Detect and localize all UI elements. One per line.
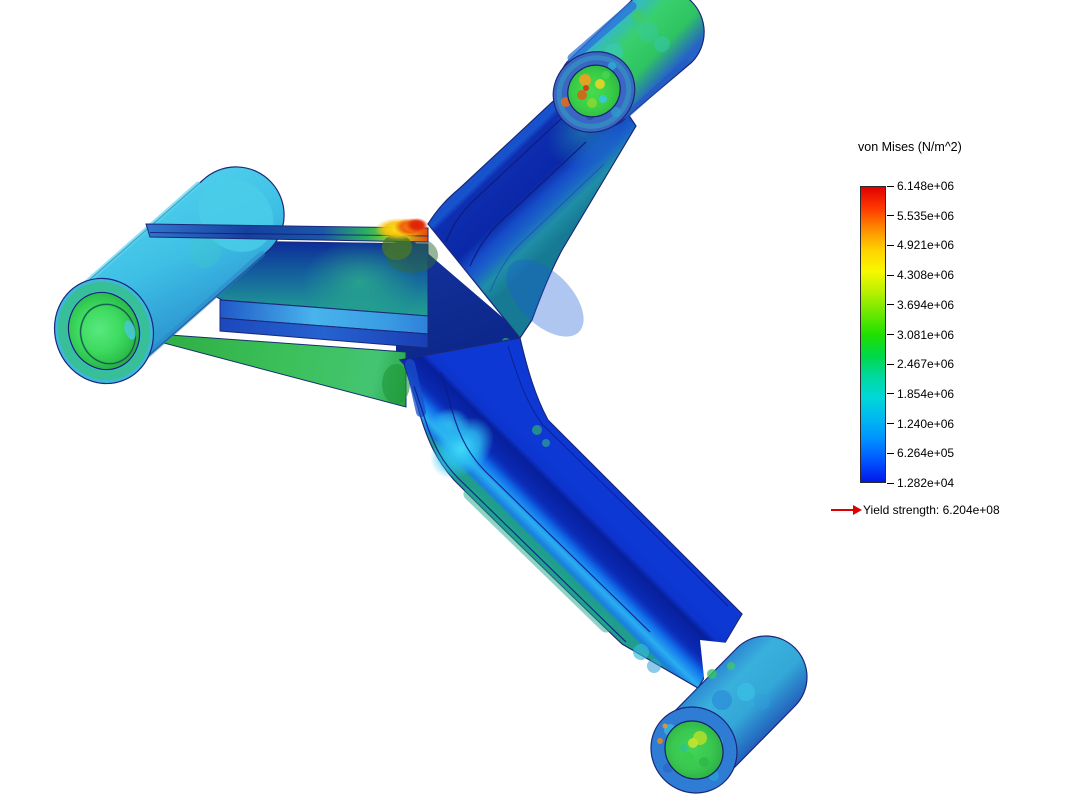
yield-strength-arrow-icon xyxy=(831,505,862,515)
legend-tick-mark xyxy=(887,244,894,246)
cyan-mottle xyxy=(654,36,670,52)
stress-legend: von Mises (N/m^2) 6.148e+06 5.535e+06 4.92… xyxy=(830,140,1086,540)
cyan-mottle xyxy=(754,694,770,710)
hole-yellow-speck xyxy=(595,79,605,89)
hole-orange-speck xyxy=(579,74,591,86)
hole-green-speck xyxy=(602,71,610,79)
bottom-edge-shade xyxy=(139,251,265,363)
hole-green-speck xyxy=(587,98,597,108)
upper-arm-groove-line xyxy=(489,163,605,293)
legend-title: von Mises (N/m^2) xyxy=(858,140,962,154)
bottom-boss[interactable] xyxy=(633,635,808,800)
ring-cyan-speck xyxy=(611,107,621,117)
hole-cyan-speck xyxy=(599,95,607,103)
hole-depth-edge xyxy=(80,303,136,365)
upper-arm-groove-line xyxy=(469,141,587,267)
legend-tick-mark xyxy=(887,274,894,276)
bend-cyan-highlight xyxy=(430,408,470,440)
left-arm-top-flange[interactable] xyxy=(145,223,429,243)
cyan-mottle xyxy=(633,644,649,660)
cyan-mottle xyxy=(647,659,661,673)
hole-red-speck xyxy=(583,85,589,91)
lower-arm-groove-line xyxy=(440,371,651,633)
hole-green-speck xyxy=(699,757,709,767)
legend-tick-mark xyxy=(887,482,894,484)
cyan-mottle xyxy=(737,683,755,701)
left-boss-face[interactable] xyxy=(40,264,168,397)
lower-arm-groove-line xyxy=(413,385,627,643)
outer-flange-teal-shade xyxy=(463,487,613,633)
legend-tick-mark xyxy=(887,334,894,335)
hole-orange-speck xyxy=(577,90,587,100)
legend-tick-label: 3.081e+06 xyxy=(897,327,955,342)
legend-tick-label: 1.240e+06 xyxy=(897,416,955,431)
ring-orange-speck xyxy=(662,723,668,729)
hole-cyan-speck xyxy=(680,744,688,752)
legend-tick-label: 5.535e+06 xyxy=(897,208,955,223)
legend-tick-mark xyxy=(887,452,894,454)
green-speck xyxy=(727,662,735,670)
teal-mottle xyxy=(189,236,221,268)
hotspot-red-zone xyxy=(406,218,428,232)
underside-dark-shade xyxy=(382,364,410,404)
legend-tick-label: 2.467e+06 xyxy=(897,357,955,372)
left-arm-bottom-flange-front[interactable] xyxy=(219,317,429,349)
left-arm[interactable] xyxy=(151,237,438,408)
lower-arm[interactable] xyxy=(398,337,743,689)
edge-green-speck xyxy=(542,439,550,447)
legend-tick-label: 4.308e+06 xyxy=(897,268,955,283)
ring-orange-speck xyxy=(657,738,663,744)
hole-green-speck xyxy=(682,752,694,764)
legend-scale: 6.148e+06 5.535e+06 4.921e+06 4.308e+06 3.69… xyxy=(830,140,1086,500)
blue-mottle xyxy=(712,690,732,710)
yield-strength-label: Yield strength: 6.204e+08 xyxy=(863,503,1000,517)
ring-teal-accent xyxy=(556,55,632,129)
hotspot-olive-zone xyxy=(382,234,412,260)
legend-tick-mark xyxy=(887,423,894,425)
upper-arm-light-shade xyxy=(506,259,584,337)
bottom-edge-shade xyxy=(623,59,689,119)
cyan-mottle xyxy=(638,22,658,42)
yield-strength-row: Yield strength: 6.204e+08 xyxy=(831,503,1000,517)
top-edge-blue-band xyxy=(567,1,637,63)
left-arm-underside[interactable] xyxy=(155,333,407,408)
lower-arm-body[interactable] xyxy=(398,337,743,689)
legend-tick-label: 3.694e+06 xyxy=(897,297,955,312)
legend-colorbar xyxy=(860,186,886,483)
hole-yellow-green-speck xyxy=(688,738,698,748)
legend-tick-mark xyxy=(887,393,894,395)
ring-cyan-speck xyxy=(608,62,616,70)
stress-hotspot xyxy=(375,218,428,260)
top-edge-highlight xyxy=(75,181,201,293)
edge-green-speck xyxy=(532,425,542,435)
green-speck xyxy=(707,669,717,679)
legend-tick-mark xyxy=(887,363,894,365)
legend-tick-mark xyxy=(887,304,894,306)
left-flange-shade xyxy=(405,359,426,417)
upper-arm-groove-line xyxy=(445,117,563,243)
ring-green-accent xyxy=(58,281,150,381)
legend-tick-mark xyxy=(887,215,894,217)
legend-tick-label: 1.854e+06 xyxy=(897,386,955,401)
bottom-boss-hole[interactable] xyxy=(653,709,735,791)
legend-tick-mark xyxy=(887,185,894,187)
lower-arm-groove-line xyxy=(507,345,729,607)
hole-cyan-sliver xyxy=(124,320,136,340)
legend-tick-label: 4.921e+06 xyxy=(897,238,955,253)
green-mottle xyxy=(632,10,644,22)
legend-tick-label: 1.282e+04 xyxy=(897,476,955,490)
legend-tick-label: 6.264e+05 xyxy=(897,446,955,461)
legend-tick-label: 6.148e+06 xyxy=(897,179,955,193)
top-boss[interactable] xyxy=(537,0,705,149)
